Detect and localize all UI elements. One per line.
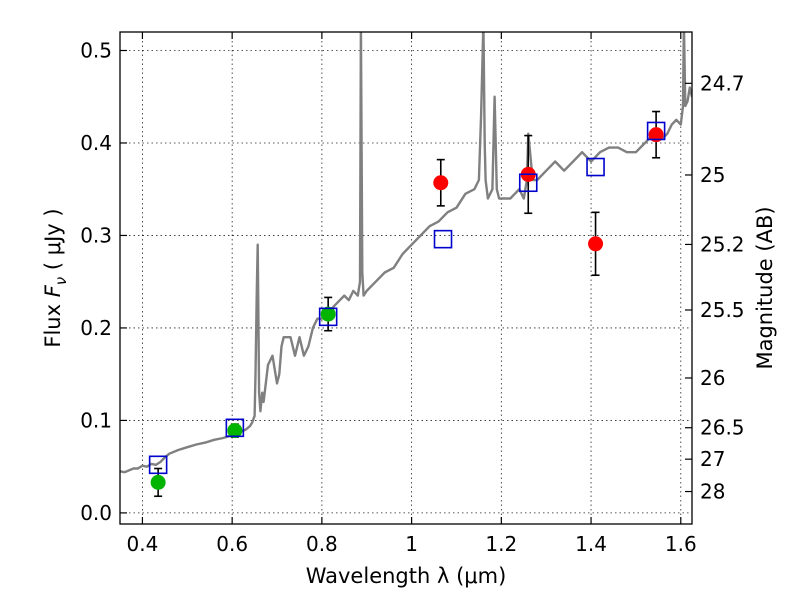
right-tick-label: 25.5 (700, 298, 745, 322)
y-tick-label: 0.2 (80, 316, 112, 340)
model-point (318, 307, 338, 327)
x-tick-label: 1.6 (665, 532, 697, 556)
right-tick-label: 27 (700, 447, 725, 471)
y-tick-label: 0.3 (80, 223, 112, 247)
data-point (150, 474, 166, 490)
y-tick-label: 0.4 (80, 131, 112, 155)
right-axis-label: Magnitude (AB) (753, 206, 777, 369)
model-point (148, 455, 168, 475)
data-point (320, 306, 336, 322)
right-tick-label: 26 (700, 366, 725, 390)
x-tick-label: 0.6 (216, 532, 248, 556)
y-axis-label-subscript: ν (52, 277, 70, 285)
x-tick-label: 1.2 (485, 532, 517, 556)
right-tick-label: 24.7 (700, 71, 745, 95)
x-tick-label: 1.4 (575, 532, 607, 556)
y-axis-label-symbol: F (41, 284, 65, 297)
y-tick-label: 0.1 (80, 408, 112, 432)
model-point (646, 121, 666, 141)
model-point (586, 157, 605, 177)
x-axis-label: Wavelength λ (μm) (306, 564, 507, 588)
right-tick-label: 25 (700, 163, 725, 187)
right-tick-label: 28 (700, 480, 725, 504)
right-tick-label: 25.2 (700, 232, 745, 256)
data-point (433, 175, 449, 191)
y-tick-label: 0.5 (80, 38, 112, 62)
x-tick-label: 0.8 (306, 532, 338, 556)
right-tick-label: 26.5 (700, 416, 745, 440)
model-point (518, 173, 538, 193)
grid-lines (120, 32, 692, 524)
y-axis-label-suffix: ( μJy ) (41, 208, 65, 276)
y-axis-label: Flux Fν ( μJy ) (41, 208, 70, 347)
y-axis-label-prefix: Flux (41, 297, 65, 347)
data-point (648, 127, 664, 143)
plot-area (120, 32, 692, 498)
data-point (588, 236, 604, 252)
x-tick-label: 0.4 (127, 532, 159, 556)
y-tick-label: 0.0 (80, 501, 112, 525)
template-spectrum-line (120, 32, 692, 474)
data-point (227, 423, 243, 439)
axis-ticks: 0.4 0.6 0.8 1 1.2 1.4 1.6 0.0 0.1 0.2 0.3 0.4 0.5 24.… (80, 32, 745, 556)
model-point (225, 418, 245, 438)
plot-frame (119, 31, 693, 525)
x-tick-label: 1 (405, 532, 418, 556)
model-point (433, 229, 453, 249)
